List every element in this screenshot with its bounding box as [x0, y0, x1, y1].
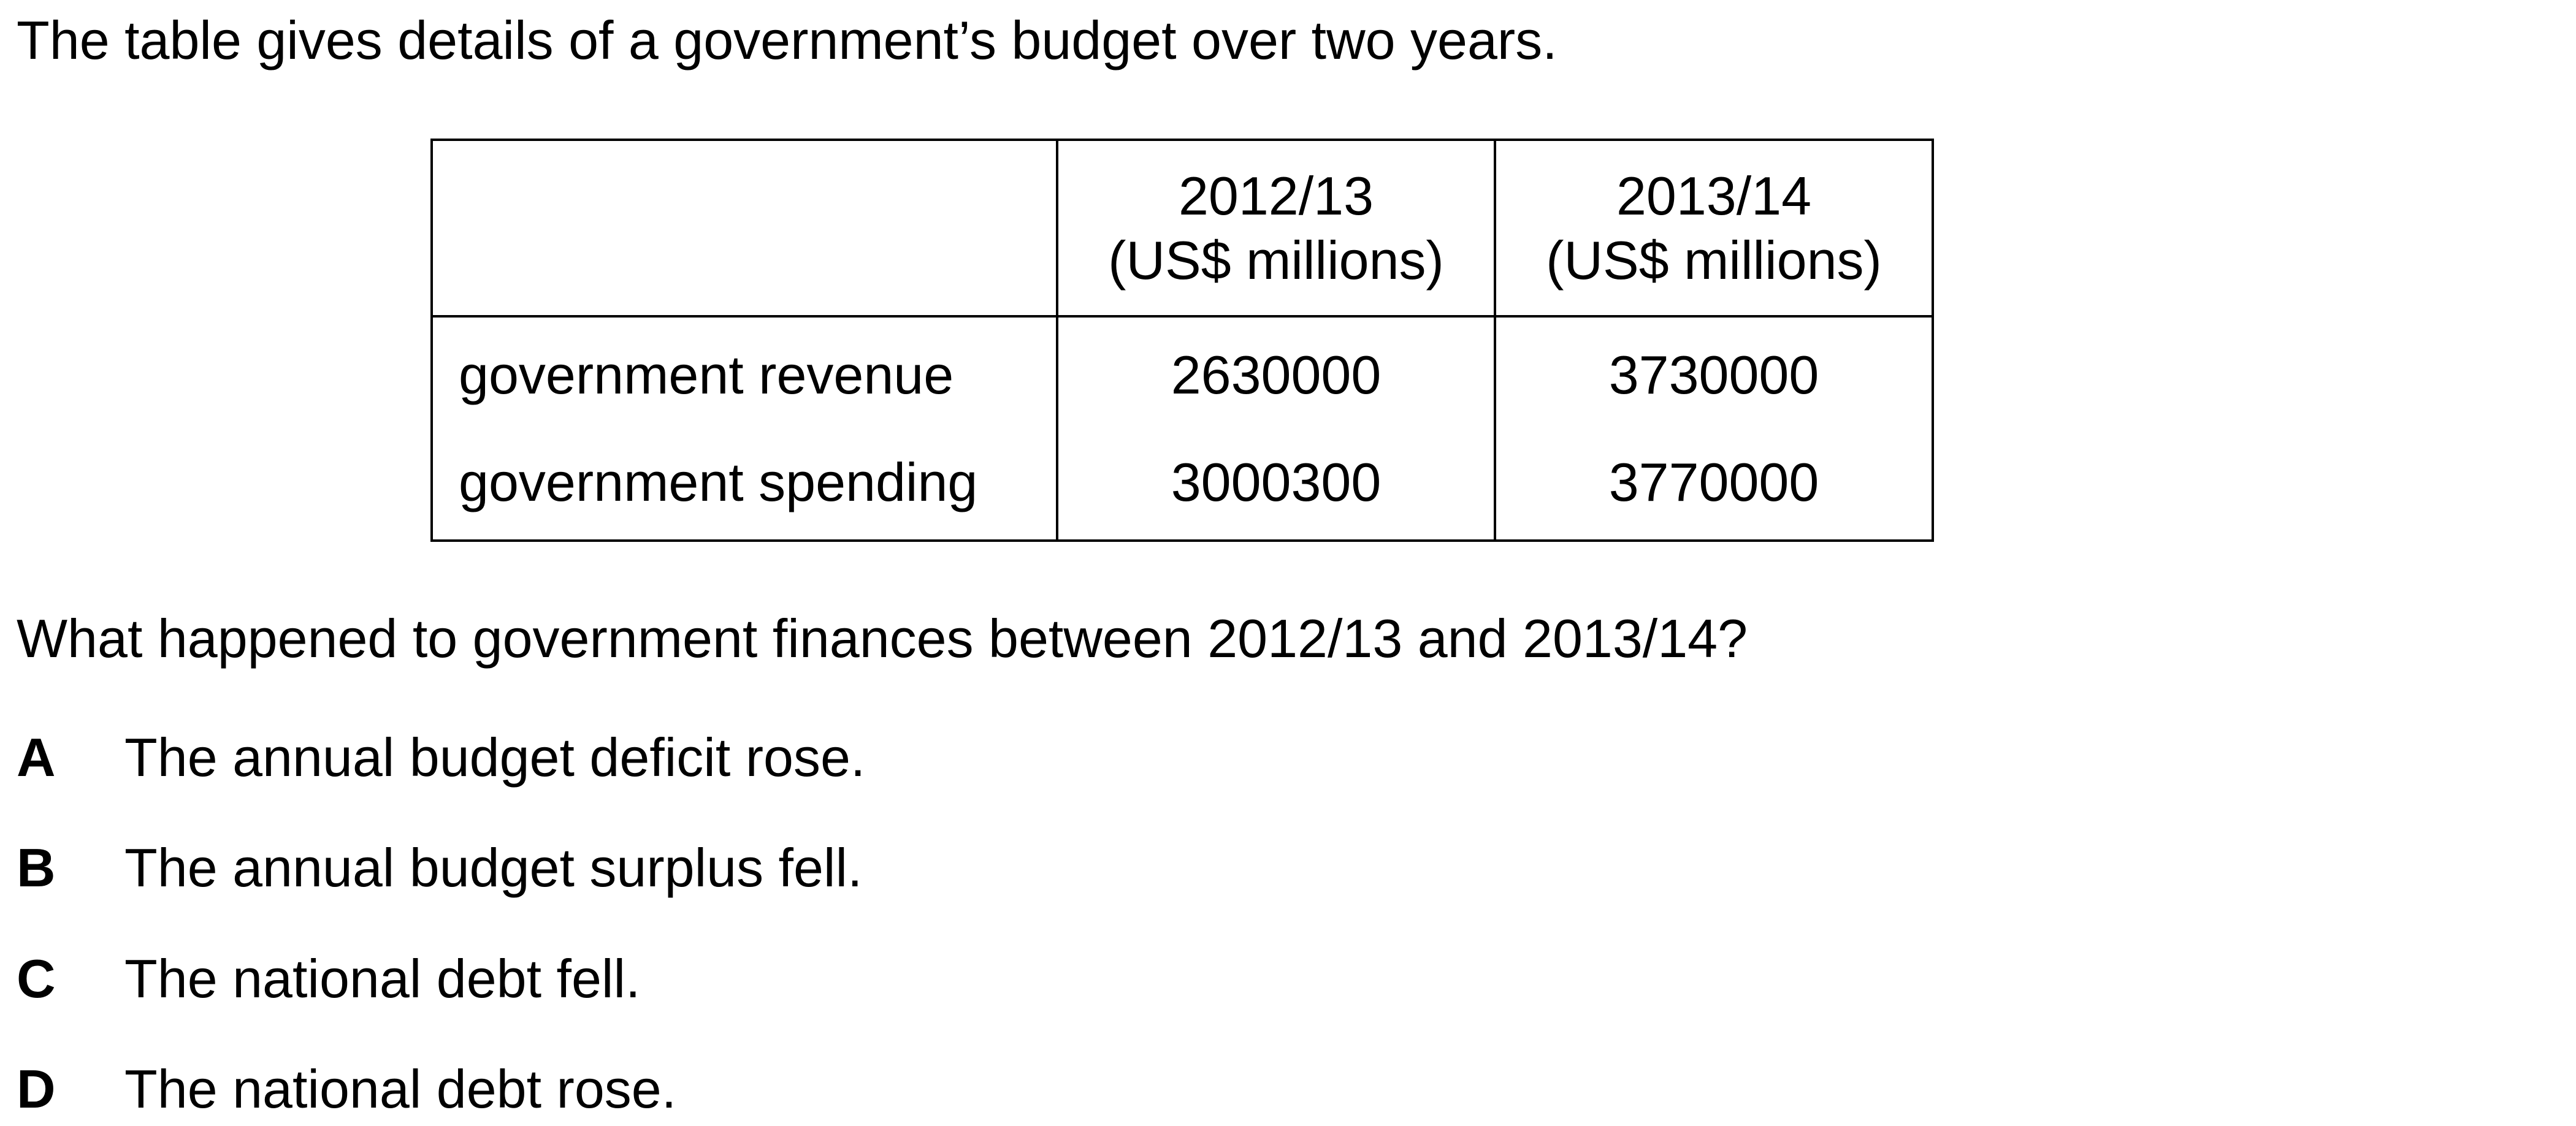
header-cell-2012-13: 2012/13 (US$ millions)	[1056, 139, 1496, 318]
table-row-revenue: government revenue 2630000 3730000	[430, 316, 1934, 430]
option-letter: D	[17, 1059, 56, 1119]
table-row-spending: government spending 3000300 3770000	[430, 430, 1934, 542]
option-text: The annual budget surplus fell.	[124, 837, 863, 898]
option-letter: C	[17, 948, 56, 1009]
header-cell-2013-14: 2013/14 (US$ millions)	[1494, 139, 1934, 318]
header-year: 2012/13	[1178, 165, 1374, 226]
option-b[interactable]: B The annual budget surplus fell.	[17, 831, 862, 905]
cell-spending-2013-14: 3770000	[1494, 430, 1934, 542]
option-letter: A	[17, 727, 56, 788]
option-text: The national debt rose.	[124, 1059, 677, 1119]
option-d[interactable]: D The national debt rose.	[17, 1052, 676, 1126]
header-unit: (US$ millions)	[1546, 230, 1882, 291]
cell-spending-2012-13: 3000300	[1056, 430, 1496, 542]
budget-table: 2012/13 (US$ millions) 2013/14 (US$ mill…	[430, 139, 1934, 542]
option-text: The national debt fell.	[124, 948, 641, 1009]
row-label-revenue: government revenue	[430, 316, 1058, 430]
cell-revenue-2012-13: 2630000	[1056, 316, 1496, 430]
header-unit: (US$ millions)	[1108, 230, 1444, 291]
header-year: 2013/14	[1616, 165, 1812, 226]
option-c[interactable]: C The national debt fell.	[17, 942, 640, 1016]
option-letter: B	[17, 837, 56, 898]
table-header-row: 2012/13 (US$ millions) 2013/14 (US$ mill…	[430, 139, 1934, 318]
question-text: What happened to government finances bet…	[17, 608, 1748, 669]
row-label-spending: government spending	[430, 430, 1058, 542]
header-empty-cell	[430, 139, 1058, 318]
option-a[interactable]: A The annual budget deficit rose.	[17, 721, 865, 794]
intro-text: The table gives details of a government’…	[17, 10, 1557, 70]
option-text: The annual budget deficit rose.	[124, 727, 866, 788]
cell-revenue-2013-14: 3730000	[1494, 316, 1934, 430]
